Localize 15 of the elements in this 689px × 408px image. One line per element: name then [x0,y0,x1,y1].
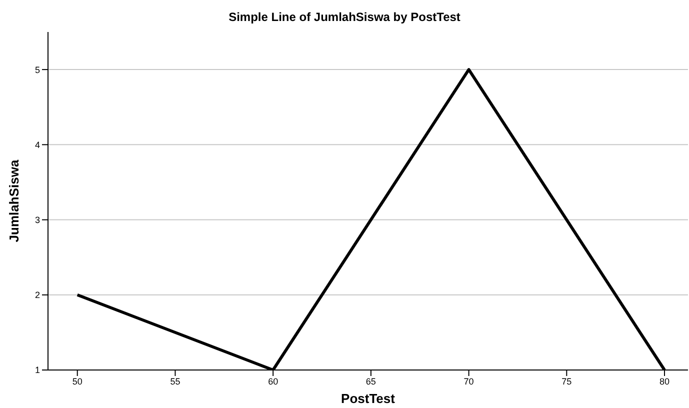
x-tick-label: 55 [170,376,180,386]
x-tick-label: 70 [464,376,474,386]
y-tick-label: 5 [34,64,40,75]
x-tick-label: 75 [562,376,572,386]
y-tick-label: 4 [34,140,40,150]
y-tick-label: 3 [34,214,40,225]
chart-title: Simple Line of JumlahSiswa by PostTest [228,10,462,24]
x-tick-label: 60 [268,376,278,386]
x-axis-title: PostTest [341,391,396,406]
y-tick-label: 1 [34,365,40,376]
y-tick-label: 2 [34,290,40,300]
y-axis-title: JumlahSiswa [6,159,22,242]
x-tick-label: 80 [660,376,670,386]
x-tick-label: 65 [366,376,376,386]
x-tick-label: 50 [72,376,82,386]
